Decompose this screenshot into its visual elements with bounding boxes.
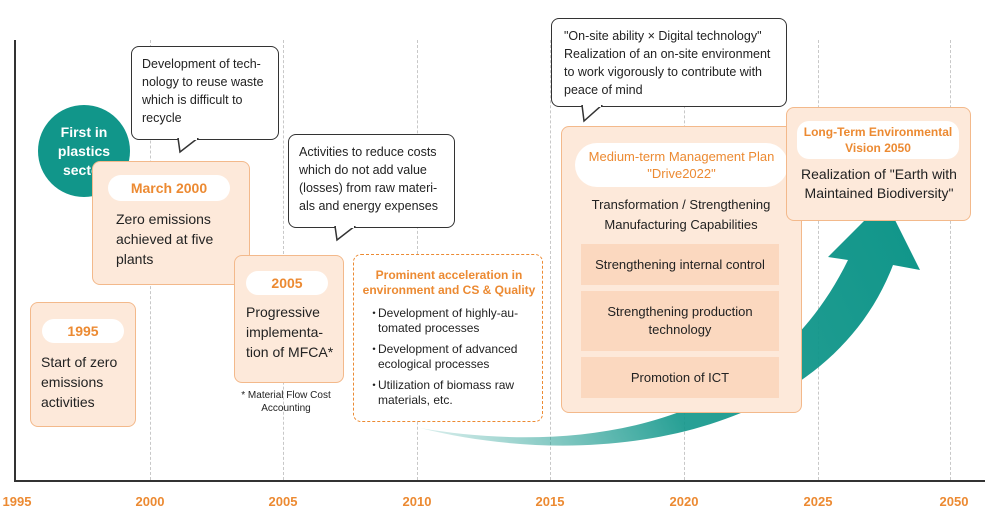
bubble-on-site: "On-site ability × Digital technology" R…	[551, 18, 787, 107]
x-axis-line	[14, 480, 985, 482]
bubble-costs-tail	[334, 226, 357, 242]
bubble-on-site-line2: Realization of an on-site environment to…	[564, 47, 771, 97]
bubble-reduce-costs: Activities to reduce costs which do not …	[288, 134, 455, 228]
bullet-icon: ・	[368, 306, 381, 320]
bubble-reuse-technology: Development of tech-nology to reuse wast…	[131, 46, 279, 140]
plan-subtitle: Transformation / Strengthening Manufactu…	[591, 197, 771, 232]
plan-item-ict: Promotion of ICT	[581, 357, 779, 398]
acceleration-title: Prominent acceleration in environment an…	[362, 268, 536, 297]
bubble-on-site-line1: "On-site ability × Digital technology"	[564, 29, 762, 43]
bubble-reuse-tail	[177, 138, 200, 154]
plan-item-production-technology: Strengthening production technology	[581, 291, 779, 351]
mfca-footnote: * Material Flow Cost Accounting	[241, 390, 331, 414]
milestone-2005-text: Progressive implementa-tion of MFCA*	[246, 304, 334, 360]
plan-item-3-text: Promotion of ICT	[630, 369, 730, 385]
year-label-2050: 2050	[939, 494, 969, 509]
acceleration-item-3: ・ Utilization of biomass raw materials, …	[368, 378, 538, 408]
plan-title: Medium-term Management Plan "Drive2022"	[575, 143, 788, 187]
year-label-2025: 2025	[803, 494, 833, 509]
acceleration-box	[353, 254, 543, 422]
badge-line-1: First in	[60, 123, 108, 140]
bullet-icon: ・	[368, 378, 381, 392]
year-label-2005: 2005	[268, 494, 298, 509]
milestone-2000-text: Zero emissions achieved at five plants	[116, 211, 214, 267]
year-label-2000: 2000	[135, 494, 165, 509]
badge-line-2: plastics	[57, 142, 111, 159]
vision-title: Long-Term Environmental Vision 2050	[797, 121, 959, 159]
year-label-2010: 2010	[402, 494, 432, 509]
milestone-1995-text: Start of zero emissions activities	[41, 354, 118, 410]
bubble-reuse-text: Development of tech-nology to reuse wast…	[142, 57, 264, 125]
gridline-2025	[818, 40, 819, 480]
gridline-2015	[550, 40, 551, 480]
plan-item-2-text: Strengthening production technology	[607, 304, 753, 337]
milestone-1995-year: 1995	[42, 319, 124, 343]
acceleration-item-1: ・ Development of highly-au-tomated proce…	[368, 306, 538, 336]
bubble-costs-text: Activities to reduce costs which do not …	[299, 145, 438, 213]
year-label-2020: 2020	[669, 494, 699, 509]
acceleration-item-2-text: Development of advanced ecological proce…	[378, 342, 518, 371]
milestone-2005-year: 2005	[246, 271, 328, 295]
year-label-2015: 2015	[535, 494, 565, 509]
year-label-1995: 1995	[2, 494, 32, 509]
gridline-2050	[950, 40, 951, 480]
bubble-on-site-tail	[581, 105, 604, 123]
bullet-icon: ・	[368, 342, 381, 356]
y-axis-line	[14, 40, 16, 482]
vision-text: Realization of "Earth with Maintained Bi…	[801, 166, 957, 201]
acceleration-item-2: ・ Development of advanced ecological pro…	[368, 342, 538, 372]
milestone-2000-year: March 2000	[108, 175, 230, 201]
acceleration-item-3-text: Utilization of biomass raw materials, et…	[378, 378, 515, 407]
plan-item-1-text: Strengthening internal control	[595, 256, 765, 272]
acceleration-item-1-text: Development of highly-au-tomated process…	[378, 306, 519, 335]
plan-item-internal-control: Strengthening internal control	[581, 244, 779, 285]
